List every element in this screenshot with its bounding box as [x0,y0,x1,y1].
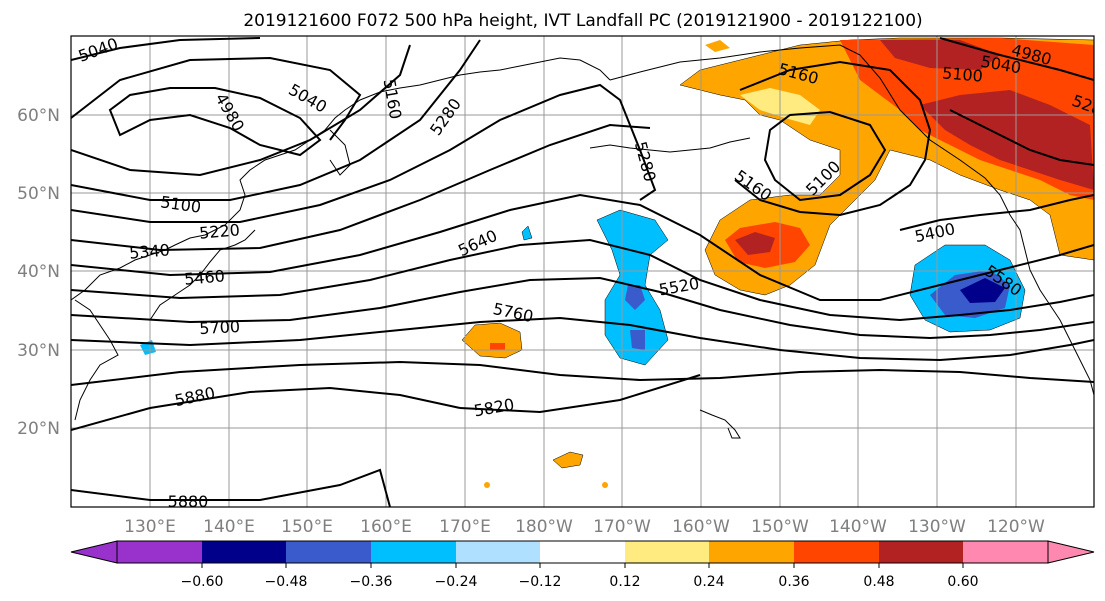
contour-line [71,238,1094,322]
contour-line [734,60,932,217]
contour-label: 5220 [198,220,240,242]
lon-label: 180°W [515,517,573,537]
lon-label: 150°W [751,517,809,537]
colorbar-tick-label: 0.36 [778,574,809,590]
colorbar-tick-label: −0.24 [435,574,478,590]
lon-label: 160°W [672,517,730,537]
ivt-positive-orange-dot [602,482,608,488]
lat-label: 20°N [17,419,60,439]
map-frame [70,35,1095,508]
colorbar-segment [963,541,1048,563]
lat-label: 40°N [17,262,60,282]
map-grid [71,36,1094,507]
colorbar-tick-label: −0.60 [181,574,224,590]
coastline-alaska [609,44,1011,216]
contour-label: 5460 [183,266,225,288]
colorbar-segment [879,541,963,563]
contour-line [71,360,1094,386]
lon-label: 120°W [987,517,1045,537]
coastline-north-america [1009,214,1094,396]
colorbar-segment [709,541,794,563]
lon-label: 150°E [281,517,333,537]
lon-label: 130°W [908,517,966,537]
contour-line [763,110,887,202]
contour-line [108,87,322,157]
colorbar-segment [456,541,540,563]
lon-label: 160°E [360,517,412,537]
colorbar-extend-left [70,540,118,564]
colorbar-ticks [201,563,964,568]
colorbar-segment [117,541,202,563]
contour-label: 5340 [128,240,170,262]
lat-label: 50°N [17,184,60,204]
contour-label: 5700 [199,317,241,338]
lat-label: 60°N [17,106,60,126]
colorbar-tick-label: 0.48 [863,574,894,590]
latitude-labels: 60°N 50°N 40°N 30°N 20°N [17,106,60,439]
ivt-positive-small-orange [461,322,523,359]
colorbar-tick-label: 0.24 [693,574,724,590]
ivt-positive-orange-north [705,40,730,52]
contour-line [459,374,701,414]
contour-line [71,193,1094,301]
colorbar-segment [371,541,456,563]
colorbar-tick-label: −0.36 [350,574,393,590]
lon-label: 140°E [203,517,255,537]
contour-line [71,276,1094,340]
colorbar-segment [286,541,371,563]
coastline-hawaii [699,409,741,439]
coastline-japan [149,229,256,321]
ivt-positive-orange-dot [484,482,490,488]
coastline-aleutians [589,137,751,153]
contour-line [949,109,1094,166]
colorbar: −0.60 −0.48 −0.36 −0.24 −0.12 0.12 0.24 … [70,540,1095,590]
colorbar-tick-label: −0.12 [519,574,562,590]
lon-label: 140°W [829,517,887,537]
colorbar-segment [202,541,286,563]
height-contours [71,37,1094,507]
contour-label: 5100 [941,63,983,85]
ivt-positive-small-red [490,343,505,350]
contour-line [939,37,1094,81]
ivt-negative-blue-band [625,285,645,310]
contour-line [71,56,362,141]
lat-label: 30°N [17,341,60,361]
lon-label: 170°W [593,517,651,537]
contour-label: 5880 [168,492,209,511]
map-title: 2019121600 F072 500 hPa height, IVT Land… [243,11,922,31]
ivt-positive-hawaii-patch [552,451,584,469]
contour-line [71,37,261,61]
colorbar-tick-label: −0.48 [265,574,308,590]
lon-label: 130°E [124,517,176,537]
colorbar-segment [794,541,879,563]
ivt-negative-navy-core [960,278,1005,303]
longitude-labels: 130°E 140°E 150°E 160°E 170°E 180°W 170°… [124,517,1045,537]
colorbar-extend-right [1047,540,1095,564]
ivt-negative-blue-band-2 [630,330,645,350]
contour-line [71,39,481,201]
ivt-negative-cyan-small [521,225,533,241]
contour-line [71,44,411,177]
contour-line [71,386,461,431]
colorbar-segment [625,541,709,563]
colorbar-outline [116,540,1049,564]
colorbar-segment [540,541,625,563]
contour-line [71,83,657,223]
lon-label: 170°E [439,517,491,537]
ivt-positive-darkred-gulf [735,232,775,255]
colorbar-tick-label: 0.12 [609,574,640,590]
colorbar-tick-label: 0.60 [947,574,978,590]
contour-line [71,123,651,252]
coastline-korea-china [74,299,119,421]
contour-line [71,468,391,507]
contour-line [899,194,1094,231]
contour-line [71,316,1094,362]
